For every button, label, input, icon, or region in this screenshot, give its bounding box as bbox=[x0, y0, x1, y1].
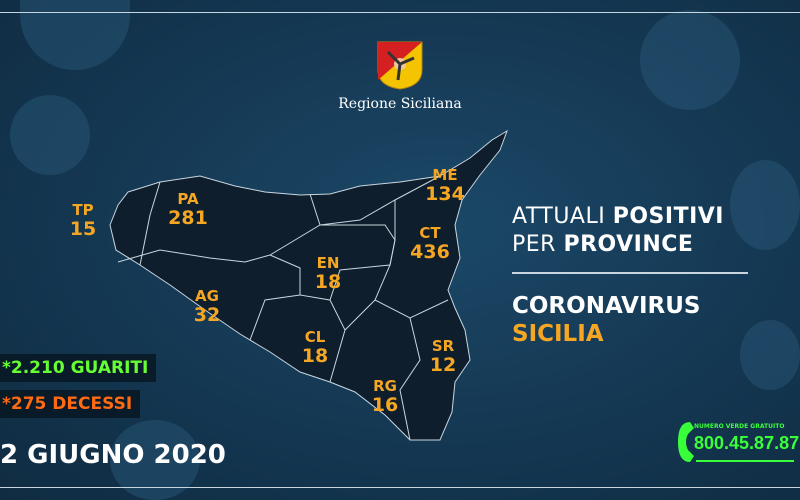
province-ct: CT 436 bbox=[410, 224, 450, 263]
sicily-outline bbox=[109, 129, 508, 441]
bottom-rule bbox=[0, 487, 800, 488]
province-me: ME 134 bbox=[425, 166, 465, 205]
headline-line1-bold: POSITIVI bbox=[612, 204, 724, 229]
province-tp: TP 15 bbox=[69, 201, 97, 240]
hotline: NUMERO VERDE GRATUITO 800.45.87.87 bbox=[674, 420, 800, 466]
border-pa-ag bbox=[117, 249, 271, 263]
province-cl: CL 18 bbox=[301, 328, 329, 367]
border-rg-sr bbox=[344, 299, 421, 441]
region-name: Regione Siciliana bbox=[338, 96, 462, 112]
virus-decoration-icon bbox=[10, 95, 90, 175]
headline-line1-light: ATTUALI bbox=[512, 204, 613, 229]
headline-line2-bold: PROVINCE bbox=[563, 232, 694, 257]
phone-icon bbox=[678, 422, 694, 462]
date: 2 GIUGNO 2020 bbox=[0, 440, 226, 470]
hotline-number[interactable]: 800.45.87.87 bbox=[694, 433, 800, 453]
border-ct bbox=[374, 200, 449, 319]
province-ag: AG 32 bbox=[193, 287, 221, 326]
trinacria-logo bbox=[377, 41, 423, 90]
border-pa-me bbox=[309, 175, 441, 226]
recovered-count: *2.210 GUARITI bbox=[0, 354, 157, 382]
headline: ATTUALI POSITIVI PER PROVINCE bbox=[512, 203, 724, 259]
province-borders bbox=[117, 175, 449, 441]
virus-decoration-icon bbox=[640, 10, 740, 110]
headline-line2-light: PER bbox=[512, 232, 564, 257]
top-rule bbox=[0, 12, 800, 13]
province-sr: SR 12 bbox=[429, 337, 457, 376]
hotline-underline bbox=[696, 460, 794, 462]
province-pa: PA 281 bbox=[168, 190, 208, 229]
subtitle-coronavirus: CORONAVIRUS bbox=[512, 293, 701, 319]
subtitle: CORONAVIRUS SICILIA bbox=[512, 292, 701, 348]
virus-decoration-icon bbox=[730, 160, 800, 250]
subtitle-sicilia: SICILIA bbox=[512, 321, 604, 347]
hotline-label: NUMERO VERDE GRATUITO bbox=[694, 423, 785, 430]
province-rg: RG 16 bbox=[371, 377, 399, 416]
virus-decoration-icon bbox=[110, 420, 200, 500]
divider bbox=[512, 272, 748, 274]
virus-decoration-icon bbox=[740, 320, 800, 390]
border-tp-pa bbox=[139, 181, 161, 266]
deaths-count: *275 DECESSI bbox=[0, 390, 141, 418]
province-en: EN 18 bbox=[314, 254, 342, 293]
